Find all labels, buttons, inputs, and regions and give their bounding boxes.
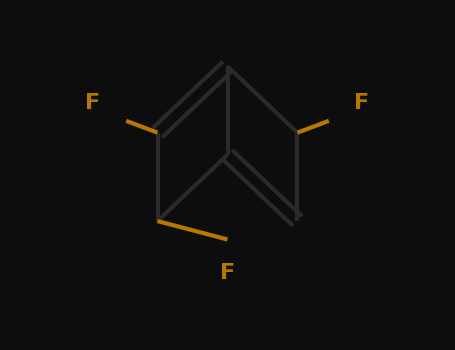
Text: F: F: [354, 93, 369, 113]
Text: F: F: [220, 262, 235, 283]
Text: F: F: [86, 93, 101, 113]
